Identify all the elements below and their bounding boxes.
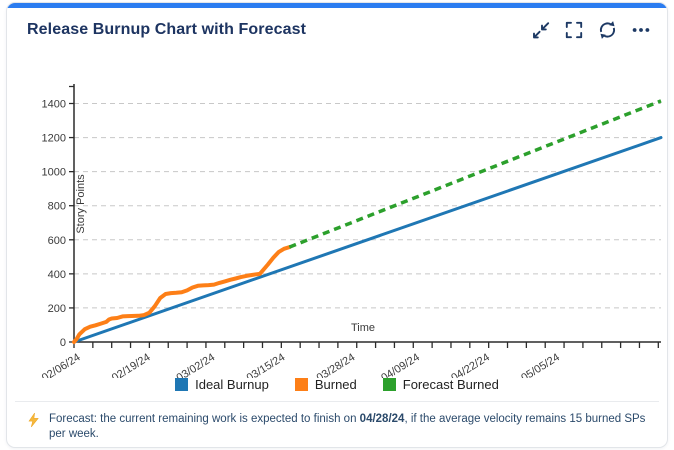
legend-item-forecast-burned[interactable]: Forecast Burned: [382, 377, 499, 392]
series-forecast-burned: [288, 99, 662, 249]
svg-text:400: 400: [48, 269, 66, 281]
svg-text:0: 0: [60, 337, 66, 349]
svg-text:600: 600: [48, 235, 66, 247]
legend-swatch: [175, 378, 189, 391]
forecast-note-suffix: , if the average velocity remains 15 bur…: [49, 413, 646, 440]
burnup-widget-card: Release Burnup Chart with Forecast: [6, 2, 668, 448]
forecast-note: Forecast: the current remaining work is …: [49, 412, 653, 442]
widget-title: Release Burnup Chart with Forecast: [27, 21, 307, 38]
x-axis-title: Time: [351, 322, 375, 334]
svg-text:03/28/24: 03/28/24: [315, 351, 358, 378]
svg-text:1400: 1400: [42, 99, 66, 111]
widget-toolbar: [531, 20, 651, 40]
forecast-footer: Forecast: the current remaining work is …: [15, 401, 659, 442]
svg-text:03/15/24: 03/15/24: [245, 351, 288, 378]
legend-swatch: [382, 378, 396, 391]
legend-label: Forecast Burned: [402, 377, 499, 392]
svg-text:1200: 1200: [42, 133, 66, 145]
y-axis-title: Story Points: [75, 174, 87, 234]
x-axis-labels: 02/06/24 02/19/24 03/02/24 03/15/24 03/28/24…: [40, 351, 562, 384]
lightning-bolt-icon: [28, 412, 39, 428]
chart-legend: Ideal Burnup Burned Forecast Burned: [7, 377, 667, 392]
svg-text:04/09/24: 04/09/24: [379, 351, 422, 378]
burnup-chart: 0 200 400 600 800 1000 1200 1400 02/06/24 02/19/2…: [7, 73, 667, 384]
y-axis-ticks: 0 200 400 600 800 1000 1200 1400: [42, 85, 74, 349]
more-options-icon[interactable]: [631, 20, 651, 40]
legend-label: Ideal Burnup: [195, 377, 269, 392]
x-axis-ticks: [73, 342, 659, 348]
svg-text:05/05/24: 05/05/24: [519, 351, 562, 378]
svg-text:1000: 1000: [42, 167, 66, 179]
legend-label: Burned: [314, 377, 357, 392]
forecast-note-prefix: Forecast: the current remaining work is …: [49, 413, 360, 425]
series-burned: [72, 245, 292, 344]
legend-swatch: [294, 378, 308, 391]
svg-text:02/06/24: 02/06/24: [40, 351, 83, 378]
legend-item-ideal-burnup[interactable]: Ideal Burnup: [175, 377, 269, 392]
forecast-date: 04/28/24: [359, 413, 405, 425]
collapse-icon[interactable]: [531, 20, 551, 40]
svg-text:02/19/24: 02/19/24: [110, 351, 153, 378]
card-accent-bar: [7, 3, 667, 8]
refresh-icon[interactable]: [597, 20, 618, 40]
fullscreen-icon[interactable]: [564, 20, 584, 40]
svg-text:04/22/24: 04/22/24: [449, 351, 492, 378]
axes: [73, 84, 661, 343]
burnup-chart-svg: 0 200 400 600 800 1000 1200 1400 02/06/24 02/19/2…: [40, 84, 663, 384]
svg-text:200: 200: [48, 303, 66, 315]
widget-header: Release Burnup Chart with Forecast: [27, 20, 651, 40]
series-ideal-burnup: [72, 136, 663, 344]
legend-item-burned[interactable]: Burned: [294, 377, 357, 392]
svg-text:800: 800: [48, 201, 66, 213]
svg-text:03/02/24: 03/02/24: [175, 351, 218, 378]
